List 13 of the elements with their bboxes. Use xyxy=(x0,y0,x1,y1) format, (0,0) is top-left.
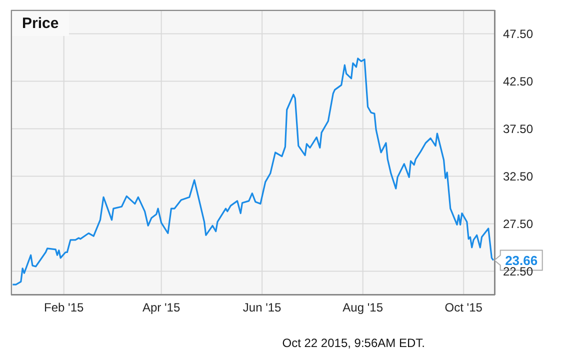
x-tick-label: Oct '15 xyxy=(444,300,483,315)
line-series xyxy=(12,58,494,286)
y-tick-label: 47.50 xyxy=(503,27,534,42)
y-tick-label: 27.50 xyxy=(503,217,534,232)
text: Oct 22 2015, 9:56AM EDT. xyxy=(282,336,425,350)
y-tick-label: 32.50 xyxy=(503,170,534,184)
x-tick-label: Aug '15 xyxy=(342,300,384,315)
x-tick-label: Apr '15 xyxy=(142,300,180,315)
chart-title: Price xyxy=(12,11,69,36)
y-tick-label: 42.50 xyxy=(503,74,534,89)
y-tick-label: 37.50 xyxy=(503,122,534,136)
x-tick-label: Feb '15 xyxy=(44,300,84,315)
x-tick-label: Jun '15 xyxy=(242,300,282,315)
